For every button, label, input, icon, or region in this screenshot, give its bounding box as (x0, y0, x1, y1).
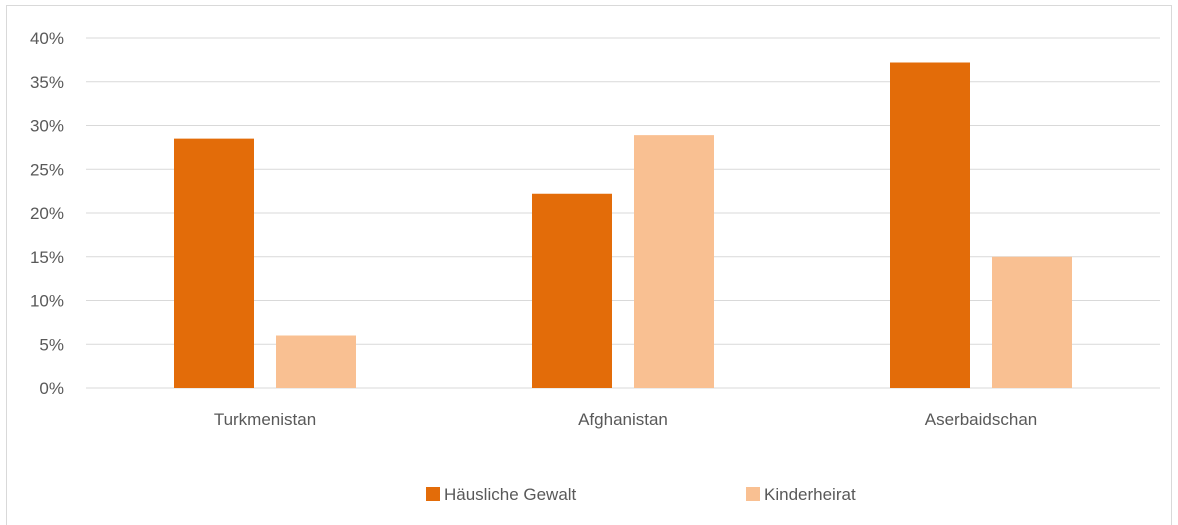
gridlines (86, 37, 1160, 389)
y-tick-label: 35% (30, 73, 64, 92)
legend-label: Kinderheirat (764, 485, 856, 504)
bar-chart: 0% 5% 10% 15% 20% 25% 30% 35% 40% Turkmenistan Af… (30, 29, 1160, 504)
bar-kinderheirat-turkmenistan (276, 335, 356, 388)
bar-h-usliche-gewalt-aserbaidschan (890, 62, 970, 388)
y-tick-label: 10% (30, 292, 64, 311)
chart-frame (6, 5, 1172, 525)
legend-swatch (746, 487, 760, 501)
x-axis-category-labels: Turkmenistan Afghanistan Aserbaidschan (214, 410, 1037, 429)
y-tick-label: 40% (30, 29, 64, 48)
y-axis-tick-labels: 0% 5% 10% 15% 20% 25% 30% 35% 40% (30, 29, 64, 398)
bars (174, 62, 1072, 388)
y-tick-label: 5% (39, 335, 64, 354)
x-category-label: Aserbaidschan (925, 410, 1037, 429)
bar-kinderheirat-aserbaidschan (992, 256, 1072, 388)
y-tick-label: 0% (39, 379, 64, 398)
legend-swatch (426, 487, 440, 501)
y-tick-label: 25% (30, 160, 64, 179)
bar-kinderheirat-afghanistan (634, 135, 714, 388)
legend: Häusliche Gewalt Kinderheirat (426, 485, 856, 504)
y-tick-label: 15% (30, 248, 64, 267)
legend-label: Häusliche Gewalt (444, 485, 577, 504)
y-tick-label: 30% (30, 117, 64, 136)
x-category-label: Turkmenistan (214, 410, 316, 429)
bar-h-usliche-gewalt-turkmenistan (174, 138, 254, 388)
y-tick-label: 20% (30, 204, 64, 223)
bar-h-usliche-gewalt-afghanistan (532, 193, 612, 388)
x-category-label: Afghanistan (578, 410, 668, 429)
